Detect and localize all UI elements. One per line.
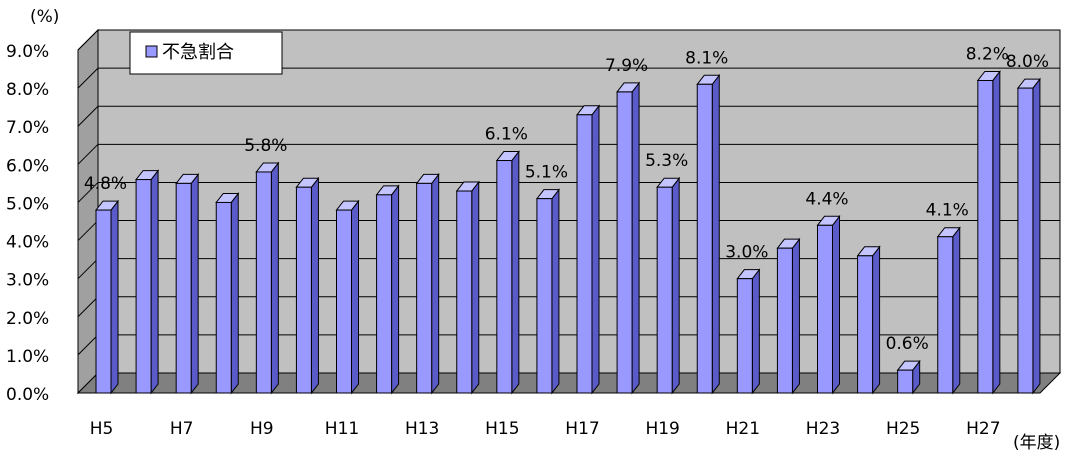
y-tick-label: 2.0% bbox=[6, 309, 49, 329]
gridline-depth bbox=[77, 220, 99, 241]
bar bbox=[696, 73, 721, 395]
gridline-depth bbox=[77, 182, 99, 203]
x-tick-label: H23 bbox=[806, 419, 840, 439]
data-label: 4.8% bbox=[84, 174, 127, 194]
bar bbox=[255, 161, 280, 395]
bar bbox=[94, 199, 120, 395]
x-axis-label: (年度) bbox=[1013, 433, 1060, 453]
data-labels: 4.8% 5.8% 6.1% 5.1% 7.9% 5.3% 8.1% 3.0% 4.4% 0.6%… bbox=[84, 44, 1049, 354]
data-label: 5.3% bbox=[645, 151, 688, 171]
data-label: 6.1% bbox=[485, 125, 528, 145]
y-tick-label: 6.0% bbox=[6, 156, 49, 176]
bar bbox=[736, 268, 761, 395]
x-tick-label: H17 bbox=[565, 419, 599, 439]
gridline-depth bbox=[77, 334, 99, 356]
data-label: 4.1% bbox=[926, 201, 969, 221]
bar bbox=[976, 70, 1001, 395]
bar bbox=[816, 214, 841, 395]
data-label: 5.1% bbox=[525, 163, 568, 183]
floor bbox=[76, 372, 1062, 394]
x-tick-label: H25 bbox=[886, 419, 920, 439]
gridline-depth bbox=[77, 258, 99, 280]
x-tick-label: H7 bbox=[170, 419, 194, 439]
bar bbox=[375, 184, 400, 395]
bar bbox=[896, 359, 921, 395]
bar bbox=[335, 199, 360, 395]
y-tick-label: 7.0% bbox=[6, 118, 49, 138]
x-tick-label: H19 bbox=[645, 419, 679, 439]
bar bbox=[175, 172, 200, 395]
x-tick-label: H15 bbox=[485, 419, 519, 439]
data-label: 8.1% bbox=[685, 48, 728, 68]
data-label: 0.6% bbox=[886, 334, 929, 354]
data-label: 8.0% bbox=[1006, 52, 1049, 72]
bar bbox=[535, 188, 560, 395]
x-tick-label: H11 bbox=[325, 419, 359, 439]
bar bbox=[776, 237, 801, 395]
bar bbox=[656, 176, 681, 395]
y-tick-label: 4.0% bbox=[6, 233, 49, 253]
y-axis-label: (%) bbox=[30, 7, 59, 27]
x-tick-label: H27 bbox=[966, 419, 1000, 439]
y-tick-label: 5.0% bbox=[6, 194, 49, 214]
x-tick-label: H13 bbox=[405, 419, 439, 439]
bar bbox=[215, 191, 240, 395]
bar bbox=[575, 104, 601, 395]
y-tick-label: 0.0% bbox=[6, 385, 49, 405]
bar bbox=[135, 169, 160, 395]
legend: 不急割合 bbox=[129, 31, 283, 75]
y-tick-label: 8.0% bbox=[6, 80, 49, 100]
bar bbox=[936, 226, 961, 395]
bar bbox=[856, 245, 881, 395]
y-axis-ticks: 0.0% 1.0% 2.0% 3.0% 4.0% 5.0% 6.0% 7.0% 8.0% 9.0% bbox=[6, 42, 49, 405]
y-tick-label: 1.0% bbox=[6, 347, 49, 367]
x-tick-label: H21 bbox=[726, 419, 760, 439]
data-label: 3.0% bbox=[725, 243, 768, 263]
y-tick-label: 9.0% bbox=[6, 42, 49, 62]
data-label: 5.8% bbox=[244, 136, 287, 156]
legend-swatch bbox=[145, 45, 158, 58]
bar bbox=[495, 150, 520, 395]
bar bbox=[455, 180, 480, 395]
gridline-depth bbox=[77, 105, 99, 127]
bar-series bbox=[94, 70, 1041, 395]
legend-label: 不急割合 bbox=[162, 42, 234, 63]
bar bbox=[616, 81, 641, 395]
bar bbox=[415, 172, 440, 395]
x-axis-ticks: H5 H7 H9 H11 H13 H15 H17 H19 H21 H23 H25 H27 bbox=[90, 419, 1001, 439]
bar bbox=[295, 176, 320, 395]
gridline-depth bbox=[77, 67, 99, 89]
data-label: 7.9% bbox=[605, 56, 648, 76]
x-tick-label: H5 bbox=[90, 419, 114, 439]
gridline-depth bbox=[77, 143, 99, 165]
bar bbox=[1016, 77, 1041, 395]
data-label: 4.4% bbox=[805, 189, 848, 209]
y-tick-label: 3.0% bbox=[6, 271, 49, 291]
x-tick-label: H9 bbox=[250, 419, 274, 439]
gridline-depth bbox=[77, 296, 99, 318]
data-label: 8.2% bbox=[966, 44, 1009, 64]
gridline-depth bbox=[77, 29, 99, 51]
